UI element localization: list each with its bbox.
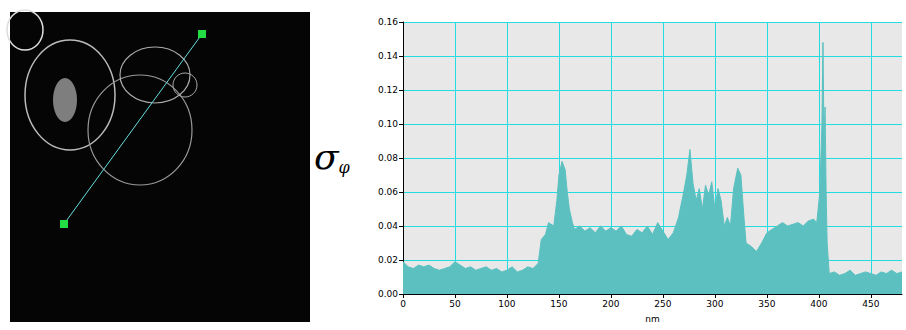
svg-text:200: 200 xyxy=(602,299,619,309)
svg-text:400: 400 xyxy=(810,299,827,309)
svg-text:50: 50 xyxy=(449,299,461,309)
svg-text:φ: φ xyxy=(339,158,351,177)
svg-text:0.00: 0.00 xyxy=(378,289,398,299)
svg-text:0.04: 0.04 xyxy=(378,221,398,231)
svg-text:0.10: 0.10 xyxy=(378,119,398,129)
svg-text:300: 300 xyxy=(706,299,723,309)
svg-text:100: 100 xyxy=(498,299,515,309)
svg-text:0.06: 0.06 xyxy=(378,187,398,197)
svg-text:0: 0 xyxy=(400,299,406,309)
svg-text:250: 250 xyxy=(654,299,671,309)
svg-text:150: 150 xyxy=(550,299,567,309)
svg-text:450: 450 xyxy=(862,299,879,309)
svg-text:0.14: 0.14 xyxy=(378,51,398,61)
svg-text:0.02: 0.02 xyxy=(378,255,398,265)
svg-text:0.08: 0.08 xyxy=(378,153,398,163)
svg-text:0.16: 0.16 xyxy=(378,17,398,27)
svg-text:nm: nm xyxy=(645,314,659,324)
svg-text:σ: σ xyxy=(314,136,340,177)
svg-text:350: 350 xyxy=(758,299,775,309)
svg-text:0.12: 0.12 xyxy=(378,85,398,95)
